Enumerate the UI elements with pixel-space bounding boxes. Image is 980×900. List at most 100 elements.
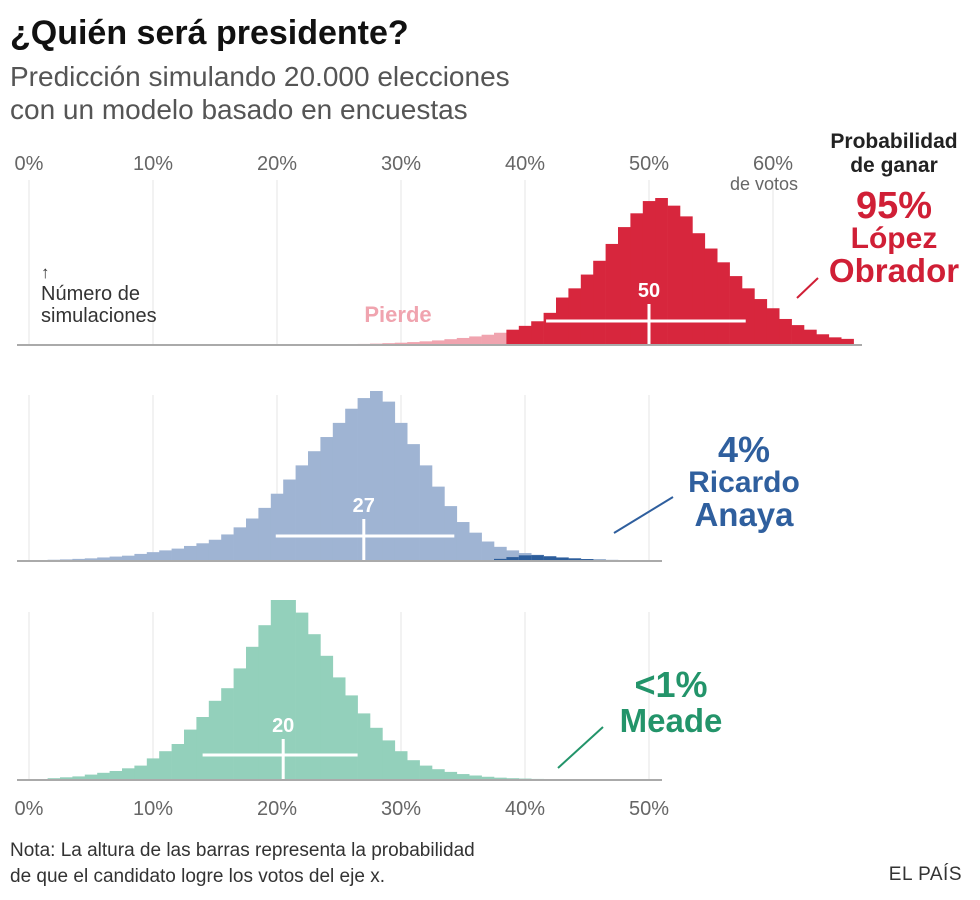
histogram-bar (370, 391, 383, 561)
x-tick-label: 10% (133, 798, 173, 820)
amlo-name-line-2: Obrador (829, 252, 959, 289)
histogram-bar (332, 677, 346, 780)
histogram-bar (494, 332, 507, 345)
histogram-bar (382, 740, 396, 780)
histogram-bar (283, 600, 296, 780)
histogram-bar (171, 548, 185, 561)
x-tick-label: 10% (133, 153, 173, 175)
histogram-bar (680, 216, 693, 345)
histogram-bar (692, 233, 706, 345)
top-axis-ticks: 0% 10% 20% 30% 40% 50% 60% (15, 153, 794, 175)
histogram-bar (456, 337, 470, 345)
amlo-win-probability: 95% (856, 185, 932, 227)
histogram-bar (791, 325, 805, 345)
histogram-bar (605, 243, 619, 345)
histogram-bar (283, 479, 296, 561)
histogram-bar (481, 776, 495, 780)
histogram-bar (159, 751, 172, 780)
histogram-bar (543, 312, 557, 345)
amlo-callout-line (796, 277, 819, 299)
histogram-bar (332, 422, 346, 561)
histogram-bar (580, 274, 594, 345)
histogram-bar (816, 334, 830, 345)
anaya-name-line-2: Anaya (694, 496, 794, 533)
winning-bar (494, 558, 507, 561)
histogram-bar (246, 646, 259, 780)
histogram-bar (729, 276, 743, 345)
panel-lopez-obrador: 0% 10% 20% 30% 40% 50% 60% de votos 50 ↑ Númer… (15, 130, 959, 346)
histogram-bar (432, 340, 445, 345)
histogram-bar (72, 776, 86, 780)
histogram-bar (766, 308, 780, 345)
bars-meade (35, 600, 656, 780)
histogram-bar (419, 341, 433, 345)
subtitle-line-2: con un modelo basado en encuestas (10, 94, 468, 125)
x-tick-label: 60% (753, 153, 793, 175)
histogram-bar (456, 774, 470, 780)
winning-bar (556, 557, 569, 561)
histogram-bar (246, 518, 259, 561)
winning-bar (531, 555, 544, 561)
x-tick-label: 20% (257, 798, 297, 820)
winning-bar (543, 556, 557, 561)
y-annotation-line-1: Número de (41, 283, 140, 305)
histogram-bar (804, 329, 817, 345)
histogram-bar (394, 342, 408, 345)
histogram-bar (84, 774, 98, 780)
histogram-bar (171, 744, 185, 780)
histogram-bar (221, 688, 234, 780)
histogram-bar (72, 558, 86, 561)
histogram-bar (655, 198, 668, 345)
chart-subtitle: Predicción simulando 20.000 elecciones c… (10, 60, 650, 126)
median-label: 20 (272, 715, 294, 737)
histogram-bar (357, 713, 371, 780)
histogram-bar (196, 543, 210, 561)
histogram-bar (60, 777, 73, 780)
histogram-bar (270, 493, 284, 561)
histogram-bar (518, 325, 532, 345)
histogram-bar (432, 486, 445, 561)
x-tick-label: 50% (629, 153, 669, 175)
histogram-bar (221, 534, 234, 561)
chart-note: Nota: La altura de las barras representa… (10, 838, 610, 890)
histogram-bar (618, 227, 631, 345)
histogram-bar (308, 451, 321, 561)
histogram-bar (444, 771, 458, 780)
histogram-bar (97, 557, 110, 561)
histogram-bar (345, 695, 358, 780)
histogram-bar (456, 522, 470, 561)
histogram-bar (109, 771, 123, 780)
histogram-bar (469, 775, 482, 780)
histogram-bar (407, 760, 420, 780)
histogram-bar (407, 444, 420, 561)
histogram-bar (357, 398, 371, 561)
meade-win-probability: <1% (634, 664, 707, 705)
histogram-bar (531, 321, 544, 345)
x-tick-label: 40% (505, 798, 545, 820)
chart-title: ¿Quién será presidente? (10, 14, 409, 52)
anaya-callout-line (613, 496, 674, 534)
histogram-bar (419, 465, 433, 561)
histogram-bar (258, 625, 272, 780)
histogram-bar (469, 336, 482, 345)
median-label: 50 (638, 280, 660, 302)
winning-bar (518, 555, 532, 561)
histogram-bar (159, 550, 172, 561)
note-line-1: Nota: La altura de las barras representa… (10, 840, 475, 861)
winning-bar (568, 558, 582, 561)
histogram-bar (134, 553, 148, 561)
histogram-bar (394, 751, 408, 780)
bottom-axis-ticks: 0% 10% 20% 30% 40% 50% (15, 798, 670, 820)
histogram-bar (270, 600, 284, 780)
histogram-bar (196, 717, 210, 780)
prob-header-line-1: Probabilidad (830, 130, 957, 153)
x-tick-label: 40% (505, 153, 545, 175)
bars-ricardo-anaya (35, 391, 656, 561)
y-annotation-line-2: simulaciones (41, 305, 157, 327)
winning-bar (506, 557, 520, 561)
histogram-bar (345, 408, 358, 561)
histogram-bar (754, 299, 768, 345)
histogram-bar (704, 248, 718, 345)
amlo-name-line-1: López (851, 222, 938, 255)
range-meade: 20 (202, 715, 358, 779)
